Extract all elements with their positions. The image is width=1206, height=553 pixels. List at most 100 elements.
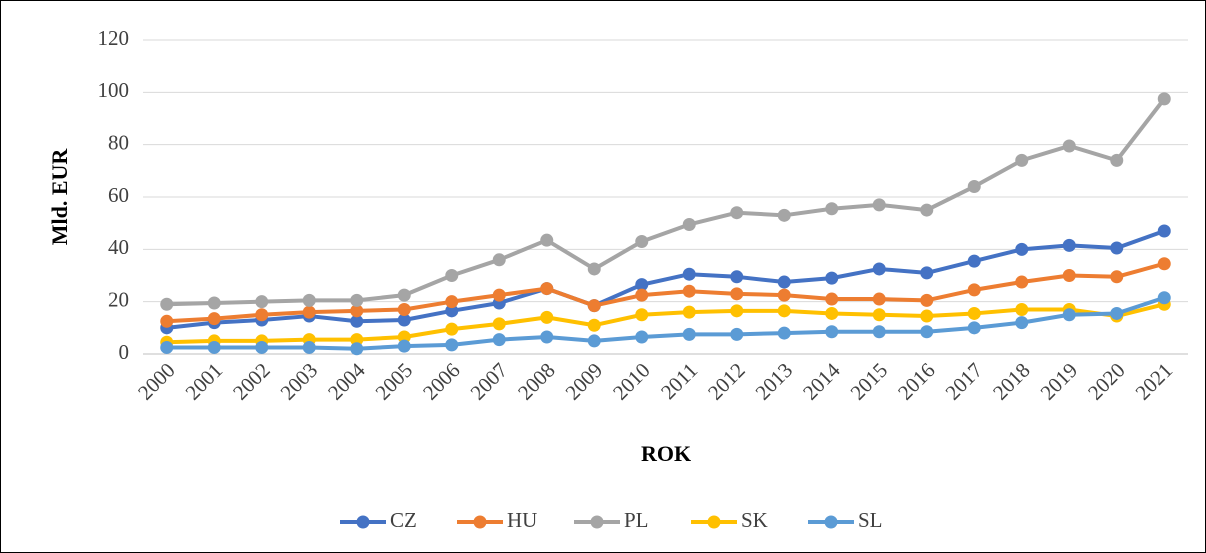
marker xyxy=(825,292,839,306)
marker xyxy=(397,330,411,344)
legend-marker xyxy=(590,515,604,529)
marker xyxy=(920,325,934,339)
series-line xyxy=(166,229,1165,330)
marker xyxy=(255,340,269,354)
marker xyxy=(350,293,364,307)
marker xyxy=(730,327,744,341)
marker xyxy=(1015,303,1029,317)
y-tick-label: 20 xyxy=(108,287,129,311)
marker xyxy=(872,198,886,212)
marker xyxy=(350,314,364,328)
marker xyxy=(777,275,791,289)
legend-marker xyxy=(473,515,487,529)
marker xyxy=(967,283,981,297)
marker xyxy=(350,304,364,318)
marker xyxy=(730,304,744,318)
marker xyxy=(1110,153,1124,167)
marker xyxy=(160,314,174,328)
marker xyxy=(587,318,601,332)
marker xyxy=(160,340,174,354)
marker xyxy=(397,288,411,302)
marker xyxy=(492,253,506,267)
y-axis-title: Mld. EUR xyxy=(47,148,72,246)
marker xyxy=(1110,306,1124,320)
marker xyxy=(730,206,744,220)
marker xyxy=(1015,153,1029,167)
y-tick-label: 40 xyxy=(108,235,129,259)
legend-marker xyxy=(356,515,370,529)
marker xyxy=(825,271,839,285)
marker xyxy=(397,303,411,317)
marker xyxy=(825,202,839,216)
marker xyxy=(920,203,934,217)
marker xyxy=(872,325,886,339)
y-tick-label: 0 xyxy=(119,340,130,364)
legend-marker xyxy=(707,515,721,529)
y-tick-label: 80 xyxy=(108,130,129,154)
marker xyxy=(587,299,601,313)
marker xyxy=(825,306,839,320)
marker xyxy=(1062,308,1076,322)
marker xyxy=(587,334,601,348)
marker xyxy=(872,262,886,276)
marker xyxy=(1062,139,1076,153)
legend-label: HU xyxy=(507,508,537,532)
marker xyxy=(587,262,601,276)
marker xyxy=(397,313,411,327)
marker xyxy=(967,254,981,268)
marker xyxy=(445,269,459,282)
marker xyxy=(1157,92,1171,106)
marker xyxy=(492,317,506,331)
marker xyxy=(635,308,649,322)
series-line xyxy=(166,295,1165,351)
marker xyxy=(1015,242,1029,256)
marker xyxy=(1015,275,1029,289)
marker xyxy=(1157,257,1171,271)
marker xyxy=(540,282,554,296)
marker xyxy=(635,234,649,248)
legend-label: CZ xyxy=(390,508,417,532)
marker xyxy=(397,339,411,353)
marker xyxy=(302,340,316,354)
marker xyxy=(777,326,791,340)
marker xyxy=(207,340,221,354)
marker xyxy=(302,293,316,307)
marker xyxy=(1157,291,1171,305)
marker xyxy=(777,304,791,318)
marker xyxy=(777,288,791,302)
marker xyxy=(920,293,934,307)
marker xyxy=(160,297,174,311)
marker xyxy=(492,333,506,347)
marker xyxy=(1062,238,1076,252)
marker xyxy=(777,208,791,222)
marker xyxy=(682,267,696,281)
marker xyxy=(825,325,839,339)
series-line xyxy=(166,97,1166,307)
marker xyxy=(872,292,886,306)
marker xyxy=(302,305,316,319)
marker xyxy=(920,266,934,280)
marker xyxy=(1015,316,1029,330)
marker xyxy=(445,295,459,309)
marker xyxy=(445,322,459,336)
marker xyxy=(207,312,221,326)
series-line xyxy=(166,302,1165,345)
y-tick-label: 100 xyxy=(98,78,130,102)
marker xyxy=(635,278,649,292)
marker xyxy=(872,308,886,322)
marker xyxy=(730,270,744,284)
marker xyxy=(445,338,459,352)
legend-label: SK xyxy=(741,508,768,532)
marker xyxy=(540,233,554,247)
marker xyxy=(635,330,649,344)
marker xyxy=(967,321,981,335)
marker xyxy=(1110,241,1124,255)
marker xyxy=(540,310,554,324)
series-line xyxy=(166,261,1165,324)
marker xyxy=(967,180,981,194)
legend-label: PL xyxy=(624,508,649,532)
marker xyxy=(635,288,649,302)
marker xyxy=(540,330,554,344)
marker xyxy=(255,308,269,322)
marker xyxy=(445,304,459,318)
